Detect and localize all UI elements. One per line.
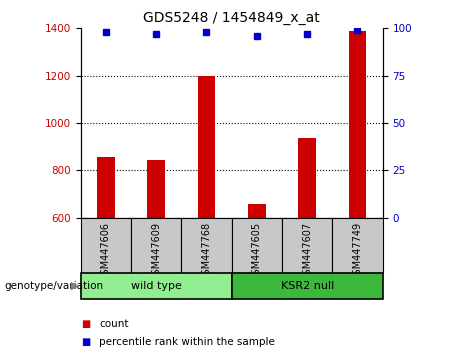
- Bar: [231, 273, 383, 299]
- Text: ■: ■: [81, 319, 90, 329]
- Bar: [148, 160, 165, 218]
- Text: GSM447749: GSM447749: [353, 222, 362, 281]
- Bar: [282, 218, 332, 273]
- Bar: [81, 273, 231, 299]
- Bar: [248, 204, 266, 218]
- Text: count: count: [99, 319, 129, 329]
- Title: GDS5248 / 1454849_x_at: GDS5248 / 1454849_x_at: [143, 11, 320, 24]
- Bar: [181, 218, 231, 273]
- Text: wild type: wild type: [131, 281, 182, 291]
- Text: GSM447768: GSM447768: [201, 222, 212, 281]
- Bar: [81, 218, 131, 273]
- Bar: [231, 218, 282, 273]
- Text: percentile rank within the sample: percentile rank within the sample: [99, 337, 275, 347]
- Text: GSM447607: GSM447607: [302, 222, 312, 281]
- Bar: [298, 138, 316, 218]
- Text: KSR2 null: KSR2 null: [280, 281, 334, 291]
- Text: GSM447606: GSM447606: [101, 222, 111, 281]
- Bar: [97, 157, 115, 218]
- Text: GSM447605: GSM447605: [252, 222, 262, 281]
- Bar: [198, 76, 215, 218]
- Text: ▶: ▶: [71, 281, 80, 291]
- Text: ■: ■: [81, 337, 90, 347]
- Text: GSM447609: GSM447609: [151, 222, 161, 281]
- Bar: [349, 31, 366, 218]
- Text: genotype/variation: genotype/variation: [5, 281, 104, 291]
- Bar: [131, 218, 181, 273]
- Bar: [332, 218, 383, 273]
